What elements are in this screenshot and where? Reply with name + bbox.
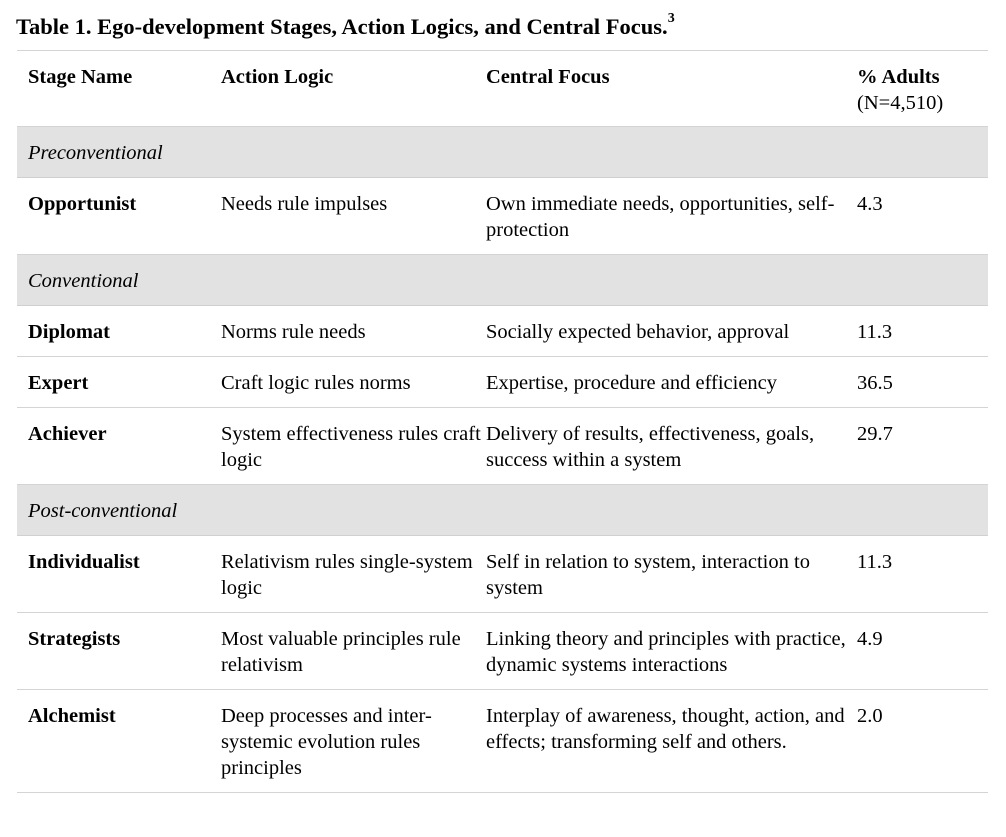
stage-name: Individualist xyxy=(17,535,220,613)
group-label: Preconventional xyxy=(17,126,220,178)
header-percent-adults-label: % Adults xyxy=(857,66,940,88)
group-label: Conventional xyxy=(17,254,220,306)
table-row: Diplomat Norms rule needs Socially expec… xyxy=(17,305,988,357)
table-row: Alchemist Deep processes and inter-syste… xyxy=(17,689,988,793)
central-focus: Linking theory and principles with pract… xyxy=(485,612,857,690)
header-sample-size: (N=4,510) xyxy=(857,92,944,114)
ego-development-table: Stage Name Action Logic Central Focus % … xyxy=(17,50,988,793)
stage-name: Expert xyxy=(17,356,220,408)
stage-name: Achiever xyxy=(17,407,220,485)
header-percent-adults: % Adults (N=4,510) xyxy=(857,50,988,127)
percent-adults: 11.3 xyxy=(857,535,988,613)
table-row: Opportunist Needs rule impulses Own imme… xyxy=(17,177,988,255)
percent-adults: 4.9 xyxy=(857,612,988,690)
action-logic: Norms rule needs xyxy=(220,305,485,357)
percent-adults: 4.3 xyxy=(857,177,988,255)
central-focus: Interplay of awareness, thought, action,… xyxy=(485,689,857,793)
action-logic: Craft logic rules norms xyxy=(220,356,485,408)
stage-name: Diplomat xyxy=(17,305,220,357)
group-label: Post-conventional xyxy=(17,484,220,536)
percent-adults: 29.7 xyxy=(857,407,988,485)
table-row: Expert Craft logic rules norms Expertise… xyxy=(17,356,988,408)
table-title: Table 1. Ego-development Stages, Action … xyxy=(16,11,675,40)
footnote-marker: 3 xyxy=(667,11,675,26)
header-stage-name: Stage Name xyxy=(17,50,220,127)
action-logic: Deep processes and inter-systemic evolut… xyxy=(220,689,485,793)
header-central-focus: Central Focus xyxy=(485,50,857,127)
percent-adults: 2.0 xyxy=(857,689,988,793)
action-logic: Most valuable principles rule relativism xyxy=(220,612,485,690)
group-row-post-conventional: Post-conventional xyxy=(17,484,988,536)
table-row: Strategists Most valuable principles rul… xyxy=(17,612,988,690)
group-row-conventional: Conventional xyxy=(17,254,988,306)
group-row-preconventional: Preconventional xyxy=(17,126,988,178)
percent-adults: 36.5 xyxy=(857,356,988,408)
percent-adults: 11.3 xyxy=(857,305,988,357)
central-focus: Own immediate needs, opportunities, self… xyxy=(485,177,857,255)
stage-name: Alchemist xyxy=(17,689,220,793)
action-logic: System effectiveness rules craft logic xyxy=(220,407,485,485)
action-logic: Relativism rules single-system logic xyxy=(220,535,485,613)
table-header-row: Stage Name Action Logic Central Focus % … xyxy=(17,50,988,127)
stage-name: Strategists xyxy=(17,612,220,690)
header-action-logic: Action Logic xyxy=(220,50,485,127)
stage-name: Opportunist xyxy=(17,177,220,255)
table-title-text: Table 1. Ego-development Stages, Action … xyxy=(16,14,668,39)
central-focus: Self in relation to system, interaction … xyxy=(485,535,857,613)
central-focus: Expertise, procedure and efficiency xyxy=(485,356,857,408)
action-logic: Needs rule impulses xyxy=(220,177,485,255)
table-row: Individualist Relativism rules single-sy… xyxy=(17,535,988,613)
table-row: Achiever System effectiveness rules craf… xyxy=(17,407,988,485)
central-focus: Delivery of results, effectiveness, goal… xyxy=(485,407,857,485)
central-focus: Socially expected behavior, approval xyxy=(485,305,857,357)
